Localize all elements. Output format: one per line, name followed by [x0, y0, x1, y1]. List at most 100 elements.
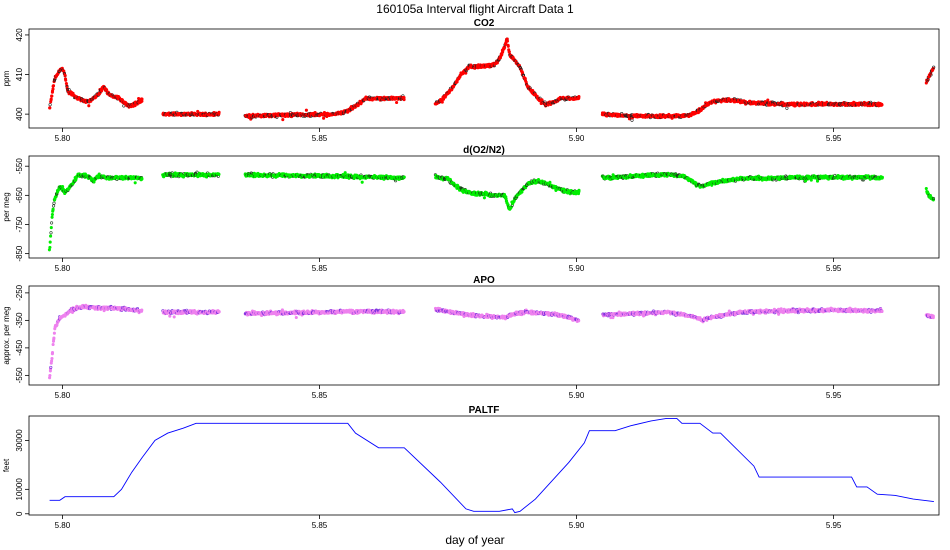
panel-title: APO: [473, 275, 495, 286]
data-point: [440, 100, 444, 104]
data-point: [52, 78, 57, 82]
y-axis-label: per meg: [2, 192, 11, 221]
plot-frame: [28, 28, 940, 129]
data-point: [63, 73, 67, 77]
data-point: [52, 204, 56, 208]
plot-area: [48, 37, 936, 122]
data-point: [50, 356, 54, 361]
data-point: [932, 65, 936, 69]
data-point: [217, 172, 221, 177]
data-point: [931, 197, 936, 201]
data-point: [548, 180, 552, 184]
data-point: [97, 172, 101, 176]
data-point: [506, 44, 510, 48]
y-tick-label: 410: [15, 67, 24, 81]
data-point: [50, 212, 54, 217]
data-point: [520, 190, 524, 194]
plot-area: [47, 170, 936, 252]
y-tick-label: -650: [15, 187, 24, 204]
data-point: [322, 116, 326, 120]
x-tick-label: 5.85: [312, 264, 328, 273]
data-point: [482, 196, 486, 200]
data-point: [140, 308, 144, 312]
data-point: [48, 103, 52, 107]
x-tick-label: 5.90: [569, 264, 585, 273]
data-point: [506, 203, 510, 207]
data-point: [52, 336, 56, 340]
data-point: [64, 78, 68, 82]
data-point: [48, 245, 52, 249]
x-tick-label: 5.90: [569, 134, 585, 143]
data-point: [785, 106, 789, 110]
x-tick-label: 5.80: [55, 134, 71, 143]
data-point: [51, 207, 55, 211]
data-point: [217, 110, 221, 114]
data-point: [50, 221, 54, 225]
data-point: [48, 240, 52, 244]
y-tick-label: 400: [15, 107, 24, 121]
data-point: [48, 373, 52, 378]
data-point: [507, 50, 511, 54]
figure-title: 160105a Interval flight Aircraft Data 1: [376, 2, 574, 16]
data-point: [48, 106, 52, 110]
y-tick-label: 420: [15, 28, 24, 42]
data-point: [577, 188, 581, 192]
data-point: [49, 226, 53, 230]
data-point: [105, 88, 109, 92]
data-point: [803, 179, 808, 183]
plot-frame: [28, 155, 940, 259]
data-point: [49, 97, 53, 101]
data-point: [281, 118, 285, 122]
data-point: [47, 248, 51, 252]
data-point: [50, 94, 54, 98]
x-tick-label: 5.85: [312, 134, 328, 143]
data-point: [505, 39, 510, 43]
data-point: [924, 186, 928, 191]
data-point: [304, 108, 308, 112]
data-point: [50, 351, 55, 355]
data-point: [880, 103, 884, 107]
data-point: [294, 315, 298, 320]
data-point: [577, 95, 581, 99]
data-point: [195, 170, 199, 174]
data-point: [49, 231, 53, 235]
data-point: [360, 180, 364, 184]
data-point: [64, 81, 68, 86]
data-point: [140, 97, 144, 101]
y-axis-label: ppm: [2, 70, 11, 86]
data-point: [52, 201, 56, 205]
y-tick-label: -750: [15, 216, 24, 233]
data-point: [51, 87, 55, 91]
data-point: [133, 181, 137, 185]
data-point: [630, 118, 634, 122]
data-point: [172, 315, 176, 319]
data-point: [402, 175, 406, 179]
data-point: [140, 177, 144, 181]
data-point: [766, 98, 770, 102]
data-point: [50, 215, 54, 219]
data-point: [343, 171, 347, 175]
data-point: [395, 100, 399, 105]
data-point: [50, 359, 54, 363]
y-axis-label: approx. per meg: [2, 306, 11, 364]
data-point: [87, 104, 91, 108]
plot-area: [48, 303, 935, 380]
panel-title: d(O2/N2): [463, 145, 505, 156]
data-point: [49, 234, 53, 238]
data-point: [51, 84, 56, 88]
data-point: [503, 46, 507, 50]
panel-title: CO2: [474, 18, 495, 29]
x-tick-label: 5.95: [826, 134, 842, 143]
x-tick-label: 5.95: [826, 264, 842, 273]
data-point: [52, 331, 56, 335]
data-point: [880, 175, 884, 179]
data-point: [49, 365, 53, 369]
data-point: [51, 342, 55, 347]
x-tick-label: 5.80: [55, 264, 71, 273]
panel-1: CO2 ppm 5.80 5.85 5.90 5.95 400 410 420: [2, 18, 940, 143]
y-tick-label: -550: [15, 158, 24, 175]
data-point: [217, 310, 221, 314]
